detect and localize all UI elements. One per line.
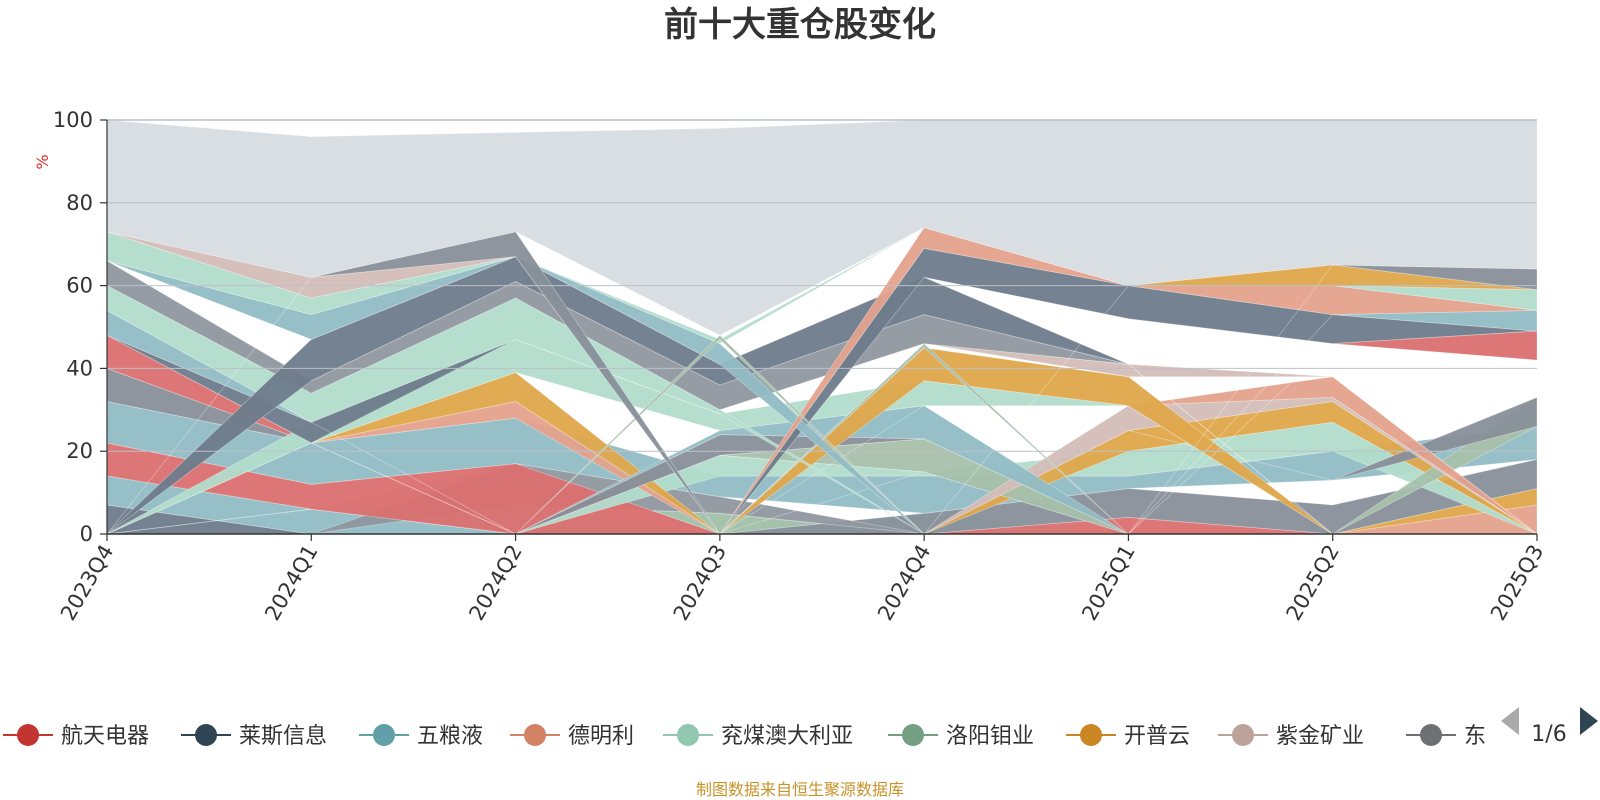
x-tick-label: 2024Q4 xyxy=(873,541,935,625)
legend-marker-icon xyxy=(195,724,217,746)
legend-marker-icon xyxy=(373,724,395,746)
x-tick-label: 2024Q2 xyxy=(464,541,526,625)
legend-marker-icon xyxy=(524,724,546,746)
y-tick-label: 40 xyxy=(66,356,93,380)
area-band-24 xyxy=(106,334,1538,444)
legend-marker-icon xyxy=(1232,724,1254,746)
legend-page-indicator: 1/6 xyxy=(1531,722,1566,747)
legend: 航天电器 莱斯信息 五粮液 德明利 兖煤澳大利亚 洛阳钼业 开普云 紫金矿业 东 xyxy=(3,724,1486,749)
x-tick-label: 2025Q1 xyxy=(1077,541,1139,625)
legend-item[interactable]: 洛阳钼业 xyxy=(888,724,1034,749)
legend-item[interactable]: 东 xyxy=(1406,724,1486,749)
legend-item[interactable]: 兖煤澳大利亚 xyxy=(663,724,853,749)
area-band-19 xyxy=(107,405,1537,535)
area-band-40 xyxy=(106,119,1538,336)
x-tick-label: 2024Q1 xyxy=(260,541,322,625)
x-tick-label: 2024Q3 xyxy=(669,541,731,625)
data-source-footer: 制图数据来自恒生聚源数据库 xyxy=(696,780,904,799)
legend-item[interactable]: 莱斯信息 xyxy=(181,724,327,749)
legend-pager: 1/6 xyxy=(1501,707,1598,747)
legend-item[interactable]: 航天电器 xyxy=(3,724,149,749)
legend-label: 五粮液 xyxy=(417,724,483,749)
legend-label: 莱斯信息 xyxy=(239,724,327,749)
legend-item[interactable]: 紫金矿业 xyxy=(1218,724,1364,749)
legend-marker-icon xyxy=(1080,724,1102,746)
legend-label: 德明利 xyxy=(568,724,634,749)
legend-item[interactable]: 开普云 xyxy=(1066,724,1190,749)
chart-title: 前十大重仓股变化 xyxy=(664,5,936,45)
y-tick-label: 60 xyxy=(66,274,93,298)
legend-item[interactable]: 五粮液 xyxy=(359,724,483,749)
area-band-36 xyxy=(107,334,1537,535)
gridlines xyxy=(107,119,1537,452)
legend-prev-arrow-icon[interactable] xyxy=(1501,707,1519,735)
legend-label: 紫金矿业 xyxy=(1276,724,1364,749)
legend-label: 兖煤澳大利亚 xyxy=(721,724,853,749)
legend-label: 开普云 xyxy=(1124,724,1190,749)
x-tick-label: 2025Q3 xyxy=(1486,541,1548,625)
y-axis-unit: % xyxy=(33,154,52,169)
area-band-11 xyxy=(106,401,1538,514)
legend-label: 东 xyxy=(1464,724,1486,749)
area-bands xyxy=(106,119,1538,535)
legend-marker-icon xyxy=(902,724,924,746)
legend-marker-icon xyxy=(677,724,699,746)
y-tick-label: 80 xyxy=(66,191,93,215)
legend-marker-icon xyxy=(1420,724,1442,746)
legend-label: 航天电器 xyxy=(61,724,149,749)
x-tick-label: 2025Q2 xyxy=(1282,541,1344,625)
y-tick-label: 100 xyxy=(53,108,93,132)
area-band-22 xyxy=(106,338,1537,535)
y-tick-label: 0 xyxy=(80,522,93,546)
legend-marker-icon xyxy=(17,724,39,746)
legend-next-arrow-icon[interactable] xyxy=(1580,707,1598,735)
x-tick-label: 2023Q4 xyxy=(56,541,118,625)
legend-item[interactable]: 德明利 xyxy=(510,724,634,749)
y-tick-label: 20 xyxy=(66,439,93,463)
area-band-39 xyxy=(106,231,1538,535)
legend-label: 洛阳钼业 xyxy=(946,724,1034,749)
